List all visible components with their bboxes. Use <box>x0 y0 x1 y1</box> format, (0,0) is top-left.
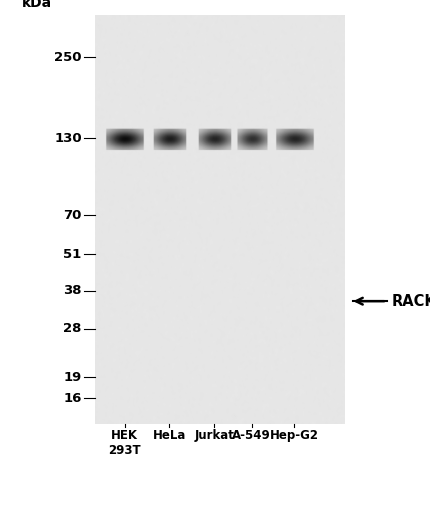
Text: HeLa: HeLa <box>153 429 186 442</box>
Text: 16: 16 <box>63 392 82 405</box>
Text: 70: 70 <box>63 208 82 222</box>
Text: kDa: kDa <box>22 0 52 10</box>
Text: 51: 51 <box>64 248 82 261</box>
Text: HEK
293T: HEK 293T <box>108 429 141 457</box>
Text: 19: 19 <box>64 370 82 384</box>
Text: 130: 130 <box>54 132 82 145</box>
Text: Jurkat: Jurkat <box>194 429 234 442</box>
Text: 28: 28 <box>63 322 82 335</box>
Text: Hep-G2: Hep-G2 <box>270 429 319 442</box>
Text: A-549: A-549 <box>232 429 271 442</box>
Text: 38: 38 <box>63 285 82 297</box>
Text: 250: 250 <box>54 51 82 63</box>
Text: RACK1: RACK1 <box>391 294 430 309</box>
